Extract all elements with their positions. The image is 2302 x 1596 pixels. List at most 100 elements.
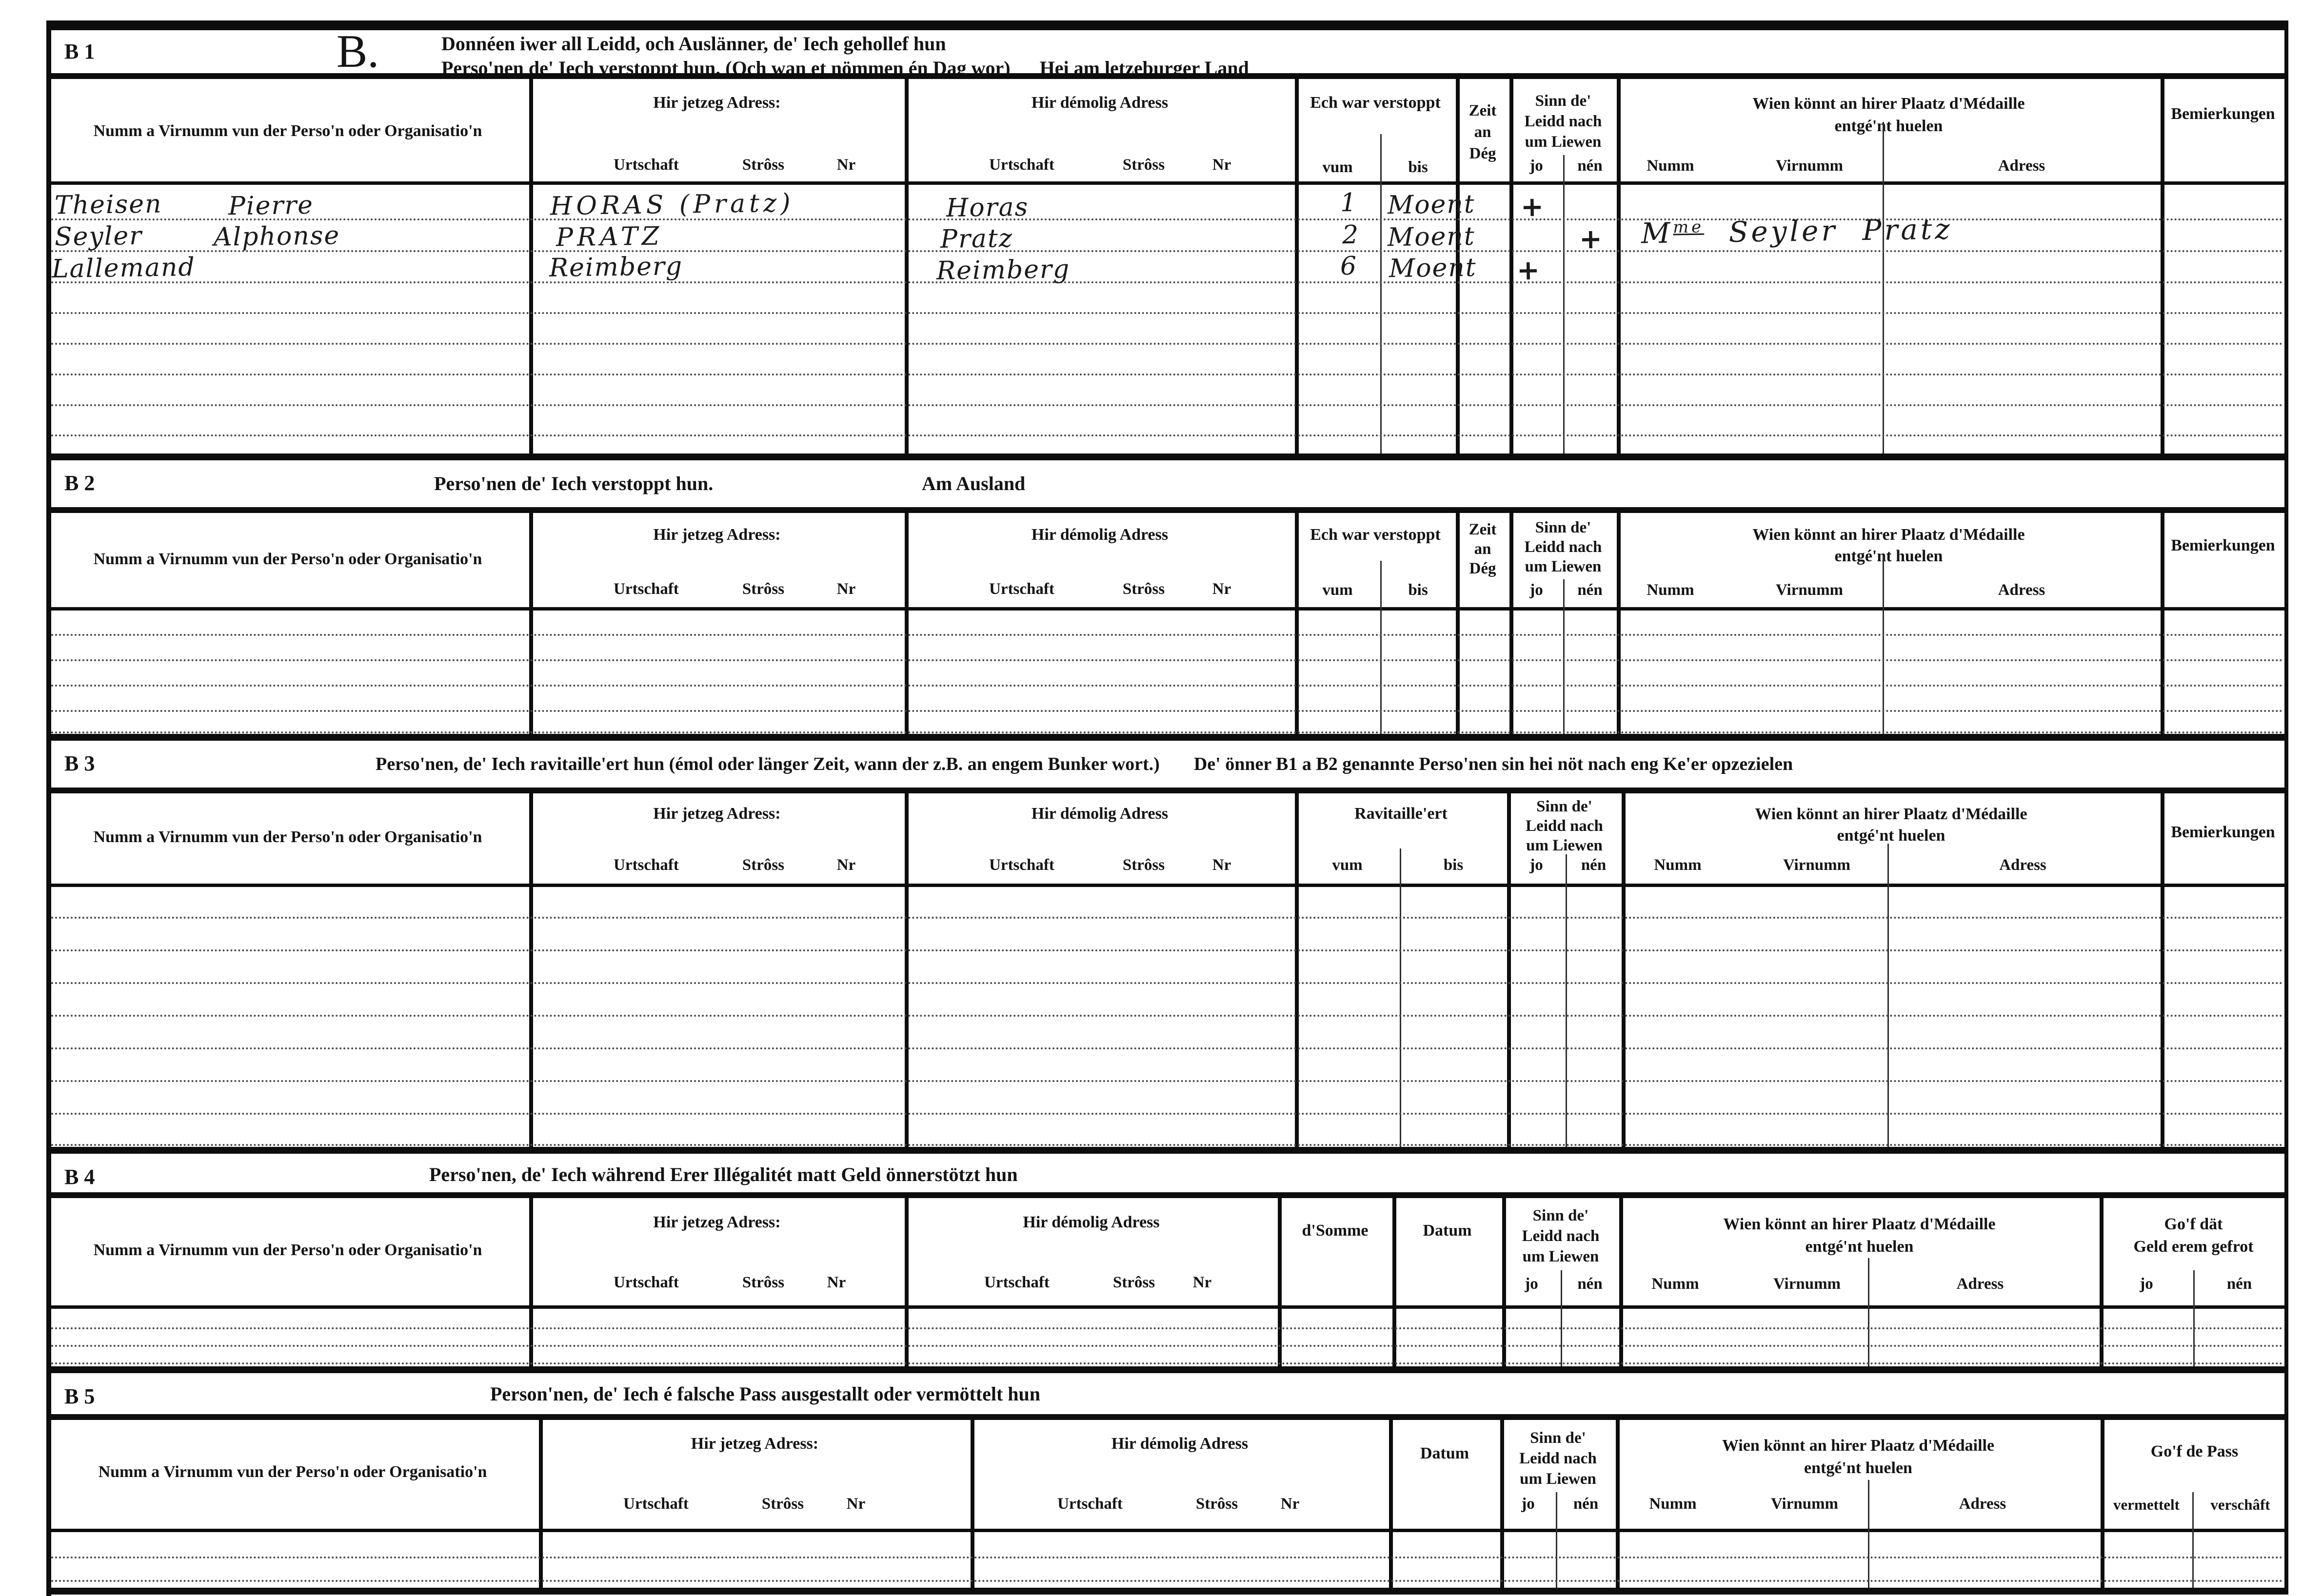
entry2-jetzeg: PRATZ (556, 221, 664, 253)
b1-sinn-3: um Liewen (1525, 133, 1602, 151)
grid-line (46, 884, 2288, 887)
b2-sinn-3: um Liewen (1525, 558, 1602, 575)
b3-sub-numm: Numm (1654, 856, 1702, 874)
grid-line (1380, 561, 1382, 741)
dotted-writing-line (51, 281, 2284, 283)
dotted-writing-line (51, 1080, 2284, 1082)
b2-col-jetzeg: Hir jetzeg Adress: (653, 526, 781, 544)
grid-line (1868, 1480, 1869, 1595)
b1-zeit-1: Zeit (1469, 102, 1497, 119)
b3-col-jetzeg: Hir jetzeg Adress: (653, 805, 781, 823)
b2-sub-numm: Numm (1647, 581, 1694, 599)
b1-wien-1: Wien könnt an hirer Plaatz d'Médaille (1752, 95, 2025, 113)
grid-line (1500, 1420, 1504, 1595)
b4-sub-urtschaft: Urtschaft (614, 1274, 679, 1291)
b5-wien-1: Wien könnt an hirer Plaatz d'Médaille (1722, 1437, 1995, 1455)
grid-line (1389, 1420, 1393, 1595)
entry1-dauer: Moent (1387, 189, 1476, 220)
b4-col-gof-geld: Go'f dät Geld erem gefrot (2100, 1213, 2287, 1258)
b1-col-sinn: Sinn de' Leidd nach um Liewen (1509, 91, 1617, 152)
b4-col-sinn: Sinn de' Leidd nach um Liewen (1502, 1205, 1619, 1267)
b4-col-name: Numm a Virnumm vun der Perso'n oder Orga… (93, 1241, 482, 1259)
b3-sub-nr2: Nr (1212, 856, 1231, 874)
b2-sub-nen: nén (1577, 581, 1603, 599)
b3-sinn-3: um Liewen (1526, 837, 1603, 854)
dotted-writing-line (51, 1144, 2284, 1146)
grid-line (1456, 513, 1460, 741)
b4-col-dsomme: d'Somme (1302, 1222, 1369, 1240)
dotted-writing-line (51, 218, 2284, 220)
grid-line (905, 513, 909, 741)
b5-sub-verschaeft: verschâft (2210, 1496, 2270, 1513)
b3-sub-adress: Adress (1999, 856, 2046, 874)
b1-sinn-1: Sinn de' (1535, 92, 1591, 110)
b1-zeit-2: an (1474, 123, 1491, 141)
grid-line (1617, 79, 1621, 460)
b5-sub-urtschaft2: Urtschaft (1057, 1495, 1123, 1513)
grid-line (46, 1366, 2288, 1373)
b4-wien-2: entgé'nt huelen (1805, 1238, 1914, 1256)
grid-line (529, 79, 533, 460)
b3-col-ravitailleert: Ravitaille'ert (1354, 805, 1448, 823)
entry1-jetzeg: HORAS (Pratz) (550, 188, 794, 221)
entry1-demolig: Horas (946, 192, 1029, 223)
grid-line (1563, 155, 1565, 460)
grid-line (1617, 513, 1621, 741)
b5-sinn-2: Leidd nach (1519, 1450, 1597, 1467)
b4-col-jetzeg: Hir jetzeg Adress: (653, 1213, 781, 1231)
dotted-writing-line (51, 1345, 2284, 1347)
b3-sub-virnumm: Virnumm (1783, 856, 1851, 874)
b1-sub-nen: nén (1577, 157, 1603, 175)
b3-sinn-2: Leidd nach (1526, 817, 1603, 835)
entry2-nen-mark: + (1579, 223, 1604, 256)
grid-line (1616, 1420, 1620, 1595)
b1-wien-2: entgé'nt huelen (1834, 117, 1943, 135)
dotted-writing-line (51, 374, 2284, 375)
b4-col-datum: Datum (1423, 1222, 1472, 1240)
dotted-writing-line (51, 917, 2284, 919)
b3-sub-bis: bis (1443, 856, 1464, 874)
grid-line (1509, 79, 1513, 460)
grid-line (2100, 1198, 2104, 1373)
b5-sub-adress: Adress (1959, 1495, 2006, 1513)
dotted-writing-line (51, 1047, 2284, 1049)
b2-sub-urtschaft: Urtschaft (614, 580, 679, 598)
b1-sub-nr2: Nr (1212, 156, 1231, 174)
entry3-dauer: Moent (1389, 253, 1477, 284)
grid-line (46, 73, 2288, 79)
b4-sub-nr2: Nr (1192, 1274, 1212, 1291)
b5-sub-nr2: Nr (1280, 1495, 1300, 1513)
b4-sub-nr: Nr (827, 1274, 846, 1291)
dotted-writing-line (51, 659, 2284, 661)
b1-col-demolig: Hir démolig Adress (1031, 94, 1169, 112)
b1-sinn-2: Leidd nach (1524, 113, 1602, 130)
b4-sub-jo: jo (1525, 1275, 1538, 1293)
b3-code-label: B 3 (64, 751, 95, 775)
b3-sinn-1: Sinn de' (1536, 798, 1592, 815)
dotted-writing-line (51, 1113, 2284, 1115)
b1-col-verstoppt: Ech war verstoppt (1310, 94, 1441, 112)
entry2-medaille-prefix: M (1641, 216, 1673, 250)
dotted-writing-line (51, 685, 2284, 687)
entry2-medaille-sup: me (1672, 217, 1705, 237)
b1-col-bemierkungen: Bemierkungen (2171, 105, 2275, 123)
grid-line (2161, 793, 2164, 1154)
entry3-jo-mark: + (1516, 254, 1541, 287)
b3-sub-vum: vum (1332, 856, 1363, 874)
dotted-writing-line (51, 404, 2284, 406)
grid-line (46, 1414, 2288, 1420)
grid-line (46, 1147, 2288, 1154)
b4-gof-1: Go'f dät (2164, 1215, 2223, 1233)
grid-line (46, 181, 2288, 185)
b2-subtitle: Am Ausland (922, 473, 1026, 494)
grid-line (1507, 793, 1511, 1154)
b1-sub-urtschaft2: Urtschaft (989, 156, 1054, 174)
b4-sinn-2: Leidd nach (1522, 1227, 1600, 1245)
b5-title: Person'nen, de' Iech é falsche Pass ausg… (490, 1383, 1041, 1405)
dotted-writing-line (51, 949, 2284, 951)
dotted-writing-line (51, 250, 2284, 252)
b5-sub-stross: Strôss (761, 1495, 804, 1513)
entry1-given: Pierre (228, 190, 314, 221)
b2-col-verstoppt: Ech war verstoppt (1310, 526, 1441, 544)
